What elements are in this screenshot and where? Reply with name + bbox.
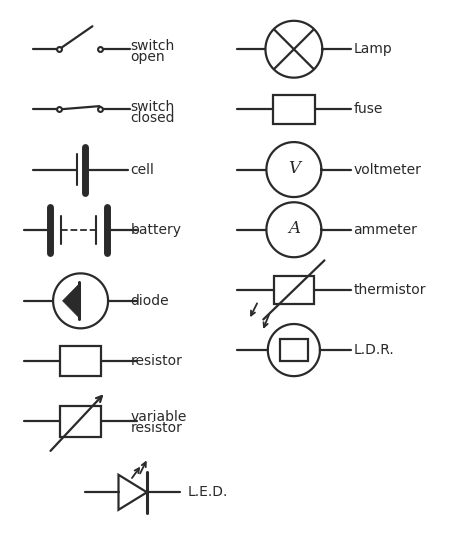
Text: switch: switch: [130, 39, 174, 54]
Text: thermistor: thermistor: [353, 283, 426, 297]
Text: voltmeter: voltmeter: [353, 162, 421, 177]
Text: Lamp: Lamp: [353, 42, 392, 56]
Text: resistor: resistor: [130, 354, 182, 368]
Polygon shape: [63, 284, 79, 317]
Text: A: A: [288, 220, 300, 237]
Text: closed: closed: [130, 110, 175, 125]
Text: L.D.R.: L.D.R.: [353, 343, 394, 357]
Text: variable: variable: [130, 410, 187, 424]
Text: resistor: resistor: [130, 421, 182, 435]
Text: fuse: fuse: [353, 102, 383, 117]
Text: V: V: [288, 160, 300, 177]
Text: battery: battery: [130, 223, 182, 237]
Text: open: open: [130, 50, 165, 65]
Text: ammeter: ammeter: [353, 223, 417, 237]
Text: cell: cell: [130, 162, 154, 177]
Text: L.E.D.: L.E.D.: [187, 485, 228, 499]
Text: diode: diode: [130, 294, 169, 308]
Text: switch: switch: [130, 100, 174, 114]
